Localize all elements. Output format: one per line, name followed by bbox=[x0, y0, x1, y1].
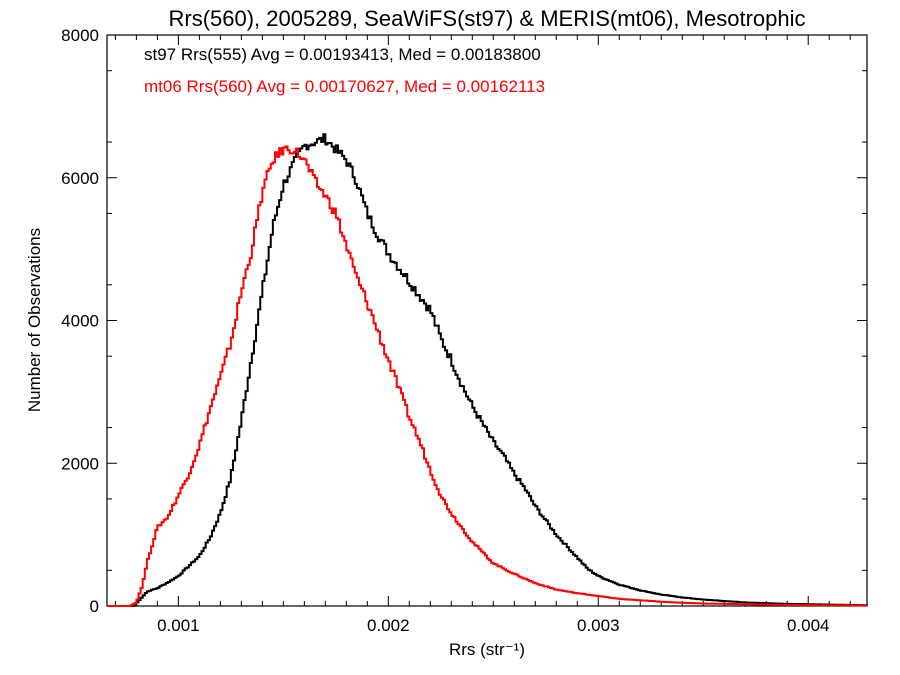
y-tick-label: 2000 bbox=[61, 454, 99, 473]
x-tick-label: 0.003 bbox=[577, 616, 620, 635]
annotation-mt06: mt06 Rrs(560) Avg = 0.00170627, Med = 0.… bbox=[144, 77, 545, 96]
x-tick-label: 0.001 bbox=[157, 616, 200, 635]
y-axis-label: Number of Observations bbox=[25, 228, 44, 412]
y-tick-label: 6000 bbox=[61, 169, 99, 188]
y-tick-label: 8000 bbox=[61, 26, 99, 45]
x-axis-label: Rrs (str⁻¹) bbox=[449, 640, 525, 659]
chart-title: Rrs(560), 2005289, SeaWiFS(st97) & MERIS… bbox=[168, 6, 805, 31]
plot-frame bbox=[106, 34, 868, 607]
series-layer bbox=[107, 133, 868, 607]
x-tick-label: 0.002 bbox=[367, 616, 410, 635]
annotation-st97: st97 Rrs(555) Avg = 0.00193413, Med = 0.… bbox=[144, 45, 541, 64]
y-tick-label: 0 bbox=[90, 597, 99, 616]
y-axis: 0 2000 4000 6000 8000 bbox=[61, 26, 867, 616]
series-line-1 bbox=[107, 145, 868, 607]
x-tick-label: 0.004 bbox=[787, 616, 830, 635]
y-tick-label: 4000 bbox=[61, 312, 99, 331]
series-line-0 bbox=[107, 133, 868, 607]
x-axis: 0.001 0.002 0.003 0.004 bbox=[114, 35, 851, 635]
